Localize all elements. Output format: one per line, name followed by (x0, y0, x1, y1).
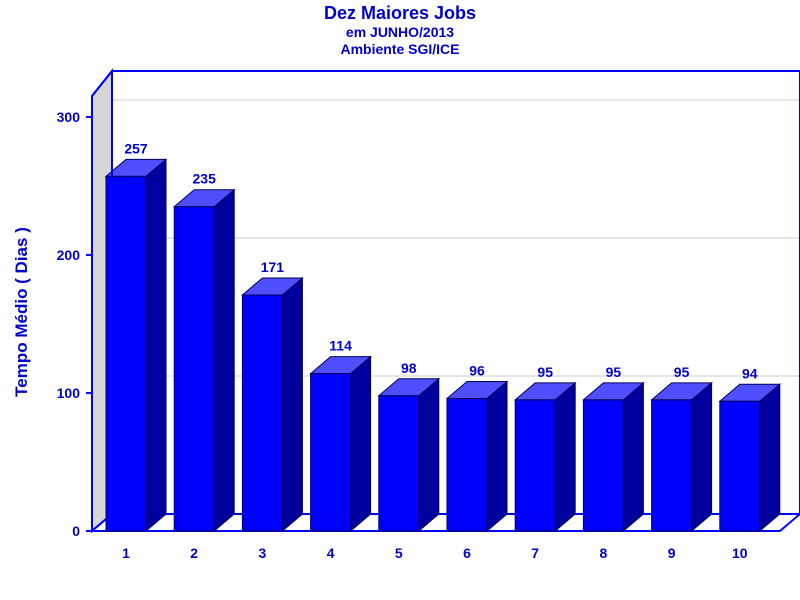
bar-side (145, 158, 167, 533)
bar-2 (172, 188, 236, 533)
bar-side (213, 188, 235, 533)
data-label: 114 (329, 338, 352, 354)
bar-front (719, 400, 761, 532)
bar-front (378, 395, 420, 532)
bar-7 (513, 381, 577, 533)
chart-title: Dez Maiores Jobs (323, 3, 477, 23)
y-tick-label: 300 (57, 109, 81, 125)
x-tick-label: 10 (732, 545, 748, 561)
bar-5 (377, 377, 441, 533)
y-tick-label: 200 (57, 247, 81, 263)
data-label: 95 (606, 364, 622, 380)
x-tick-label: 5 (395, 545, 403, 561)
y-axis-label: Tempo Médio ( Dias ) (12, 227, 31, 397)
x-tick-label: 4 (327, 545, 335, 561)
bar-front (651, 399, 693, 532)
data-label: 171 (261, 259, 285, 275)
bar-3 (241, 276, 304, 533)
data-label: 95 (674, 364, 690, 380)
bars (104, 158, 782, 533)
bar-4 (309, 355, 372, 533)
bar-10 (718, 383, 782, 533)
bar-front (582, 399, 624, 532)
data-label: 98 (401, 360, 417, 376)
x-tick-label: 7 (531, 545, 539, 561)
bar-front (173, 206, 215, 532)
data-label: 257 (124, 140, 148, 156)
bar-side (691, 381, 713, 533)
bar-side (418, 377, 440, 533)
bar-side (759, 383, 781, 533)
chart-subtitle-line-2: Ambiente SGI/ICE (340, 41, 460, 57)
chart-subtitle-line-1: em JUNHO/2013 (345, 24, 455, 40)
bar-front (446, 398, 488, 532)
x-tick-label: 9 (668, 545, 676, 561)
x-axis: 1 2 3 4 5 6 7 8 9 10 (122, 545, 748, 561)
chart-frame (91, 70, 800, 531)
bar-front (241, 294, 283, 532)
data-labels: 257 235 171 114 98 96 95 95 95 94 (124, 140, 757, 381)
bar-1 (104, 158, 168, 533)
x-tick-label: 6 (463, 545, 471, 561)
bar-9 (650, 381, 713, 533)
bar-side (554, 381, 576, 533)
bar-side (622, 381, 644, 533)
bar-6 (445, 380, 509, 533)
y-tick-label: 100 (57, 385, 81, 401)
y-axis: 0 100 200 300 (57, 109, 92, 539)
data-label: 235 (193, 171, 217, 187)
bar-side (486, 380, 508, 533)
data-label: 94 (742, 365, 758, 381)
x-tick-label: 8 (600, 545, 608, 561)
y-tick-label: 0 (72, 523, 80, 539)
title-block: Dez Maiores Jobs em JUNHO/2013 Ambiente … (0, 2, 800, 58)
bar-front (310, 373, 352, 532)
bar-front (514, 399, 556, 532)
back-wall-outline (111, 70, 800, 514)
bar-side (350, 355, 372, 533)
x-tick-label: 2 (190, 545, 198, 561)
left-wall-top-edge (91, 70, 113, 97)
x-tick-label: 3 (259, 545, 267, 561)
bar-side (281, 276, 303, 533)
x-tick-label: 1 (122, 545, 130, 561)
data-label: 96 (469, 363, 485, 379)
data-label: 95 (537, 364, 553, 380)
bar-8 (582, 381, 645, 533)
